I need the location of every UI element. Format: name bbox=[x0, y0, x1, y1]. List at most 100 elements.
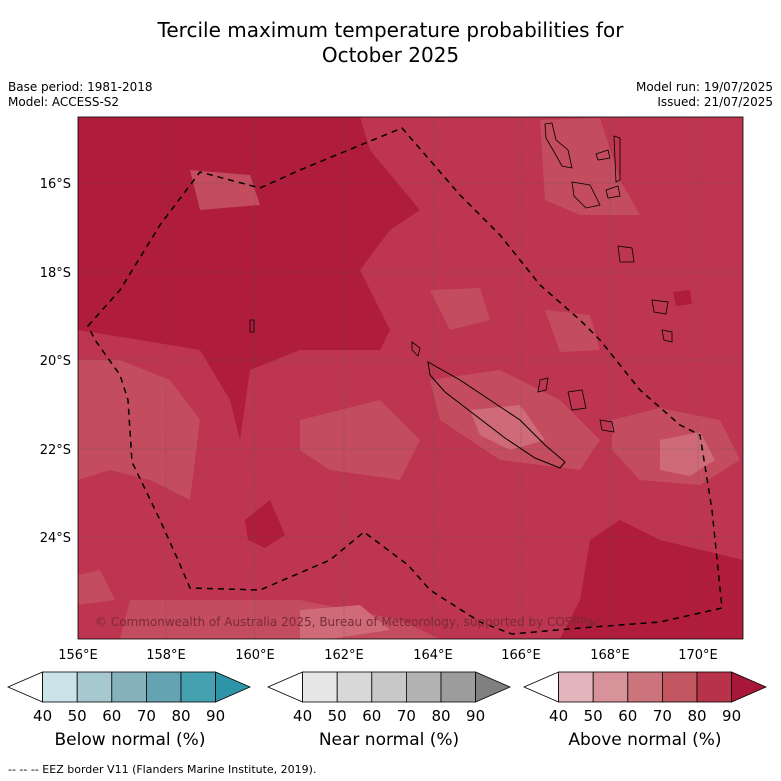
colorbar-cell bbox=[302, 671, 338, 703]
colorbar-extend-low bbox=[266, 671, 304, 703]
colorbar-tick: 80 bbox=[431, 707, 450, 725]
vanuatu-island-1 bbox=[544, 122, 573, 169]
colorbar-label-near: Near normal (%) bbox=[318, 730, 460, 750]
lon-label: 168°E bbox=[590, 648, 630, 663]
colorbar-cell bbox=[627, 671, 663, 703]
vanuatu-island-5 bbox=[605, 185, 621, 199]
lighter-patch-east bbox=[660, 432, 715, 476]
colorbar-tick: 50 bbox=[328, 707, 347, 725]
colorbar-label-above: Above normal (%) bbox=[568, 730, 722, 750]
lighter-patch-newcal bbox=[470, 405, 545, 450]
colorbar-extend-high bbox=[475, 671, 512, 703]
colorbar-extend-low bbox=[6, 671, 43, 703]
lighter-patch-south bbox=[300, 605, 390, 639]
vanuatu-island-3 bbox=[613, 135, 621, 183]
colorbar-tick: 40 bbox=[33, 707, 52, 725]
lon-label: 160°E bbox=[235, 648, 275, 663]
colorbar-tick: 50 bbox=[584, 707, 603, 725]
colorbar-cell bbox=[111, 671, 147, 703]
lat-label: 20°S bbox=[40, 354, 71, 369]
vanuatu-island-2 bbox=[595, 149, 611, 161]
lat-label: 18°S bbox=[40, 266, 71, 281]
colorbar-tick: 70 bbox=[653, 707, 672, 725]
colorbar-extend-high bbox=[731, 671, 768, 703]
colorbar-tick: 70 bbox=[397, 707, 416, 725]
title-line-2: October 2025 bbox=[321, 43, 460, 67]
gridlines bbox=[78, 117, 743, 639]
loyalty-island-1 bbox=[537, 377, 549, 393]
longitude-labels: 156°E 158°E 160°E 162°E 164°E 166°E 168°E 170°E bbox=[58, 648, 718, 663]
issued-date: Issued: 21/07/2025 bbox=[657, 95, 773, 109]
colorbar-cell bbox=[180, 671, 216, 703]
lon-label: 170°E bbox=[678, 648, 718, 663]
colorbar-tick: 80 bbox=[171, 707, 190, 725]
copyright-text: © Commonwealth of Australia 2025, Bureau… bbox=[95, 615, 600, 629]
vanuatu-island-6 bbox=[617, 245, 635, 263]
meta-right: Model run: 19/07/2025 Issued: 21/07/2025 bbox=[636, 80, 773, 110]
vanuatu-island-4 bbox=[571, 181, 601, 209]
colorbar-tick: 70 bbox=[137, 707, 156, 725]
colorbar-tick: 40 bbox=[293, 707, 312, 725]
colorbar-extend-low bbox=[522, 671, 559, 703]
eez-footnote: -- -- -- EEZ border V11 (Flanders Marine… bbox=[8, 763, 317, 776]
map-area bbox=[78, 117, 743, 639]
dark-region-se bbox=[560, 520, 743, 639]
title-line-1: Tercile maximum temperature probabilitie… bbox=[157, 18, 624, 42]
light-patch-west bbox=[78, 360, 200, 500]
chesterfield-islet bbox=[249, 319, 255, 333]
colorbar-label-below: Below normal (%) bbox=[54, 730, 206, 750]
lon-label: 166°E bbox=[501, 648, 541, 663]
model-run: Model run: 19/07/2025 bbox=[635, 80, 773, 94]
eez-border bbox=[87, 127, 723, 635]
dark-region-nw bbox=[78, 117, 420, 440]
colorbar-tick: 60 bbox=[618, 707, 637, 725]
colorbar-cell bbox=[662, 671, 698, 703]
colorbar-tick: 80 bbox=[687, 707, 706, 725]
colorbar-cell bbox=[592, 671, 629, 703]
colorbar: 40 50 60 70 80 90 bbox=[266, 671, 512, 725]
colorbar-cell bbox=[42, 671, 78, 703]
colorbar: 40 50 60 70 80 90 bbox=[6, 671, 252, 725]
new-caledonia-outline bbox=[427, 361, 566, 469]
island-outline bbox=[411, 341, 421, 357]
colorbar-tick: 50 bbox=[68, 707, 87, 725]
colorbar: 40 50 60 70 80 90 bbox=[522, 671, 768, 725]
colorbar-cell bbox=[371, 671, 407, 703]
map-title: Tercile maximum temperature probabilitie… bbox=[0, 18, 781, 68]
map-frame bbox=[77, 116, 744, 640]
light-patch-sw bbox=[78, 570, 115, 605]
colorbar-tick: 60 bbox=[362, 707, 381, 725]
lon-label: 158°E bbox=[146, 648, 186, 663]
light-patch-vanuatu bbox=[540, 118, 640, 215]
colorbar-tick: 90 bbox=[466, 707, 485, 725]
light-patch-b bbox=[545, 310, 600, 352]
lon-label: 156°E bbox=[58, 648, 98, 663]
light-patch-center bbox=[300, 400, 420, 480]
model-name: Model: ACCESS-S2 bbox=[8, 95, 120, 109]
colorbar-tick: 90 bbox=[206, 707, 225, 725]
colorbar-cell bbox=[696, 671, 732, 703]
colorbar-cell bbox=[76, 671, 113, 703]
colorbar-cell bbox=[405, 671, 442, 703]
base-period: Base period: 1981-2018 bbox=[8, 80, 153, 94]
meta-left: Base period: 1981-2018 Model: ACCESS-S2 bbox=[8, 80, 153, 110]
colorbar-cell bbox=[336, 671, 373, 703]
lon-label: 164°E bbox=[413, 648, 453, 663]
colorbar-cell bbox=[558, 671, 594, 703]
light-patch-c bbox=[190, 170, 260, 210]
loyalty-island-2 bbox=[567, 389, 587, 411]
loyalty-island-3 bbox=[599, 419, 615, 433]
colorbar-cell bbox=[440, 671, 476, 703]
colorbar-tick: 40 bbox=[549, 707, 568, 725]
colorbar-cell bbox=[145, 671, 182, 703]
light-patch-a bbox=[430, 288, 490, 330]
vanuatu-island-8 bbox=[661, 329, 673, 343]
lat-label: 24°S bbox=[40, 531, 71, 546]
colorbar-tick: 60 bbox=[102, 707, 121, 725]
lat-label: 16°S bbox=[40, 177, 71, 192]
vanuatu-island-7 bbox=[651, 299, 669, 315]
lat-label: 22°S bbox=[40, 443, 71, 458]
lon-label: 162°E bbox=[324, 648, 364, 663]
dark-region-islet bbox=[673, 290, 692, 306]
